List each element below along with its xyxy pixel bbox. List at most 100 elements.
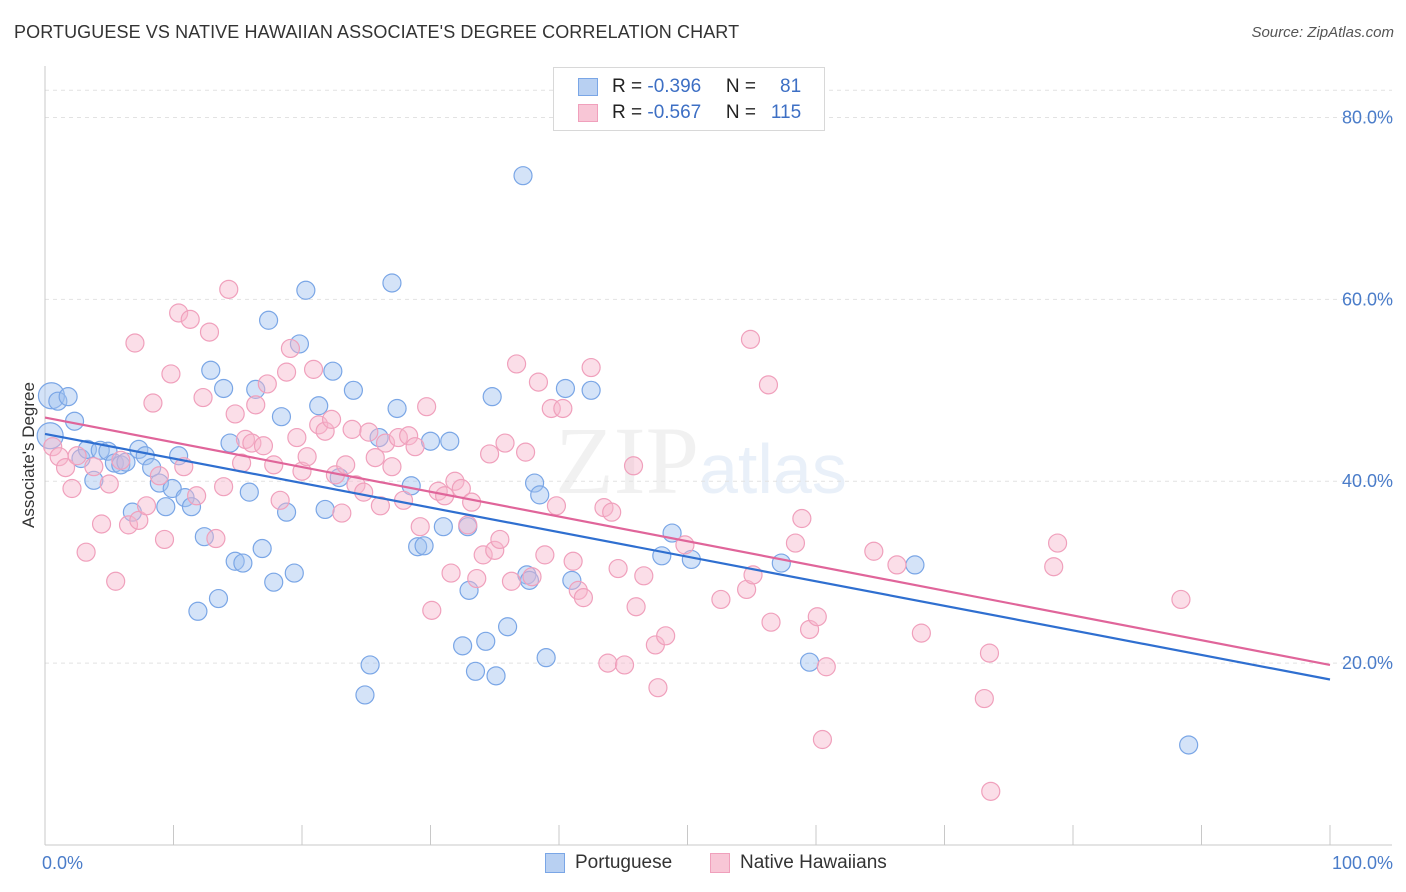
- watermark-atlas: atlas: [699, 430, 847, 508]
- correlation-legend: R = -0.396 N = 81 R = -0.567 N = 115: [553, 67, 825, 131]
- native-hawaiian-point: [758, 375, 779, 395]
- portuguese-point: [188, 601, 208, 621]
- portuguese-point: [309, 396, 329, 416]
- native-hawaiian-point: [458, 515, 478, 535]
- portuguese-point: [382, 273, 402, 293]
- portuguese-point: [408, 537, 428, 557]
- portuguese-point: [111, 455, 131, 475]
- native-hawaiian-point: [541, 398, 561, 419]
- native-hawaiian-point: [410, 517, 430, 537]
- native-hawaiian-point: [297, 447, 317, 467]
- native-hawaiian-point: [125, 333, 145, 353]
- portuguese-point: [453, 636, 473, 656]
- legend-r-value: -0.567: [647, 102, 702, 123]
- portuguese-point: [771, 553, 791, 573]
- native-hawaiian-point: [1047, 533, 1068, 553]
- native-hawaiian-point: [563, 551, 583, 571]
- portuguese-point: [1179, 735, 1199, 755]
- native-hawaiian-point: [495, 433, 515, 453]
- portuguese-point: [58, 387, 78, 407]
- native-hawaiian-point: [792, 508, 812, 529]
- native-hawaiian-point: [981, 781, 1001, 801]
- native-hawaiian-point: [287, 427, 307, 448]
- native-hawaiian-point: [161, 364, 181, 384]
- portuguese-point: [536, 648, 556, 668]
- native-hawaiian-point: [405, 437, 425, 457]
- portuguese-point: [581, 380, 601, 400]
- native-hawaiian-point: [515, 442, 536, 462]
- legend-swatch-portuguese: [545, 853, 565, 873]
- native-hawaiian-point: [206, 528, 226, 549]
- native-hawaiian-point: [199, 322, 220, 342]
- portuguese-point: [201, 360, 221, 380]
- native-hawaiian-point: [136, 496, 157, 516]
- native-hawaiian-point: [761, 612, 781, 632]
- portuguese-point: [355, 685, 375, 705]
- native-hawaiian-point: [264, 455, 284, 475]
- native-hawaiian-point: [911, 623, 931, 643]
- portuguese-point: [252, 538, 272, 559]
- legend-r-label: R =: [612, 102, 648, 123]
- portuguese-point: [276, 502, 297, 522]
- native-hawaiian-point: [473, 545, 493, 565]
- native-hawaiian-point: [740, 329, 761, 349]
- native-hawaiian-point: [62, 478, 82, 499]
- native-hawaiian-point: [370, 496, 390, 516]
- native-hawaiian-point: [422, 600, 442, 620]
- native-hawaiian-point: [118, 515, 139, 535]
- native-hawaiian-point: [342, 419, 362, 439]
- portuguese-point: [524, 473, 545, 493]
- portuguese-point: [220, 433, 240, 453]
- native-hawaiian-point: [43, 437, 63, 457]
- portuguese-point: [48, 391, 68, 411]
- portuguese-point: [513, 166, 533, 186]
- watermark-zip: ZIP: [555, 407, 699, 514]
- native-hawaiian-point: [634, 566, 654, 586]
- native-hawaiian-trend-line: [44, 416, 1331, 667]
- native-hawaiian-point: [303, 359, 324, 379]
- portuguese-point: [214, 378, 234, 399]
- portuguese-point: [246, 379, 266, 399]
- legend-label-portuguese: Portuguese: [575, 852, 673, 873]
- native-hawaiian-point: [480, 444, 500, 464]
- native-hawaiian-point: [336, 455, 356, 475]
- native-hawaiian-point: [154, 529, 175, 550]
- native-hawaiian-point: [979, 643, 1000, 663]
- native-hawaiian-point: [106, 571, 126, 591]
- portuguese-point: [84, 470, 104, 490]
- portuguese-point: [239, 482, 259, 502]
- native-hawaiian-point: [315, 421, 335, 441]
- watermark: ZIPatlas: [555, 405, 847, 516]
- portuguese-point: [323, 361, 343, 381]
- native-hawaiian-point: [270, 490, 290, 510]
- native-hawaiian-point: [242, 433, 262, 453]
- portuguese-point: [208, 588, 229, 609]
- native-hawaiian-point: [253, 436, 274, 456]
- native-hawaiian-point: [614, 655, 635, 675]
- native-hawaiian-point: [91, 514, 112, 534]
- portuguese-point: [142, 457, 162, 478]
- native-hawaiian-point: [257, 374, 277, 394]
- native-hawaiian-point: [887, 555, 907, 575]
- portuguese-point: [482, 387, 502, 407]
- native-hawaiian-point: [648, 678, 668, 698]
- native-hawaiian-point: [382, 457, 402, 477]
- native-hawaiian-point: [417, 397, 437, 417]
- legend-n-value: 81: [780, 76, 802, 97]
- native-hawaiian-point: [187, 486, 207, 506]
- native-hawaiian-point: [76, 542, 96, 562]
- native-hawaiian-point: [626, 597, 646, 617]
- y-axis-label: Associate's Degree: [19, 382, 38, 528]
- series-legend: Portuguese Native Hawaiians: [0, 852, 1406, 878]
- native-hawaiian-point: [522, 567, 542, 587]
- native-hawaiian-point: [1171, 589, 1191, 610]
- chart-title: PORTUGUESE VS NATIVE HAWAIIAN ASSOCIATE'…: [14, 22, 740, 42]
- native-hawaiian-point: [816, 657, 836, 677]
- portuguese-point: [284, 563, 304, 583]
- y-tick-label: 20.0%: [1342, 653, 1393, 673]
- native-hawaiian-point: [528, 372, 549, 392]
- portuguese-point: [289, 334, 310, 354]
- legend-swatch-native-hawaiians: [710, 853, 730, 873]
- native-hawaiian-point: [608, 558, 628, 579]
- portuguese-point: [264, 572, 284, 592]
